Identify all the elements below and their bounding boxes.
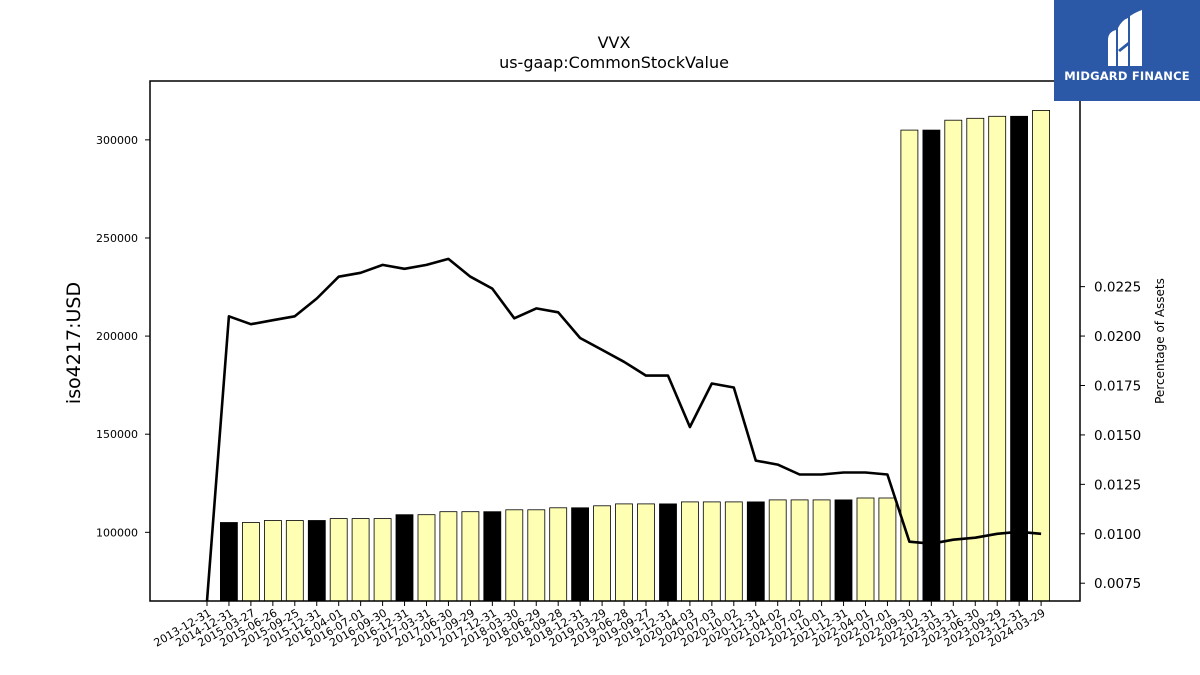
bar-2016-04-01 — [329, 518, 348, 602]
y-tick-label-200000: 200000 — [96, 330, 138, 343]
bar-2020-07-03 — [702, 501, 721, 602]
bar-2021-12-31 — [834, 499, 853, 602]
y2-tick-label-0.0075: 0.0075 — [1094, 576, 1141, 592]
bar-2022-12-31 — [922, 129, 941, 602]
bar-2015-06-26 — [263, 520, 282, 602]
bar-2017-09-29 — [461, 511, 480, 602]
bar-2019-03-29 — [593, 505, 611, 602]
bar-2023-12-31 — [1010, 115, 1028, 602]
percentage-of-assets-line — [205, 257, 1042, 602]
y-tick-label-300000: 300000 — [96, 134, 138, 147]
x-axis: 2013-12-312014-12-312015-03-272015-06-26… — [152, 601, 1048, 650]
bar-2021-10-01 — [812, 499, 831, 602]
bar-2016-12-31 — [395, 514, 414, 602]
line-group — [205, 257, 1042, 602]
bar-2019-09-27 — [637, 503, 655, 602]
y-axis-label: iso4217:USD — [63, 282, 85, 404]
bar-2015-09-25 — [285, 520, 304, 602]
bar-2018-09-28 — [549, 507, 568, 602]
bar-2023-03-31 — [944, 119, 963, 602]
bar-2021-07-02 — [790, 499, 809, 602]
plot-frame — [149, 80, 1081, 602]
y-axis-right: 0.0075 0.0100 0.0125 0.0150 0.0175 0.0200 0.02… — [1080, 280, 1141, 592]
bar-2018-12-31 — [571, 507, 589, 602]
y-tick-label-100000: 100000 — [96, 526, 138, 539]
bar-2023-06-30 — [966, 117, 985, 602]
logo-text: MIDGARD FINANCE — [1064, 69, 1190, 83]
bar-2022-04-01 — [856, 497, 875, 602]
y2-tick-label-0.0175: 0.0175 — [1094, 378, 1141, 394]
bar-2017-12-31 — [483, 511, 502, 602]
bar-2020-12-31 — [746, 501, 765, 602]
y2-tick-label-0.0100: 0.0100 — [1094, 527, 1141, 543]
chart-subtitle: us-gaap:CommonStockValue — [499, 53, 729, 72]
bar-2023-09-29 — [988, 115, 1007, 602]
bar-2015-12-31 — [307, 520, 326, 602]
midgard-logo-icon — [1108, 10, 1142, 66]
bar-2015-03-27 — [241, 522, 260, 602]
chart-title: VVX — [598, 33, 631, 52]
y-tick-label-150000: 150000 — [96, 428, 138, 441]
bar-2022-09-30 — [900, 129, 919, 602]
y2-tick-label-0.0125: 0.0125 — [1094, 477, 1141, 493]
bar-2018-06-29 — [527, 509, 546, 602]
bar-2019-06-28 — [615, 503, 633, 602]
bar-2020-04-03 — [681, 501, 699, 602]
bar-2017-06-30 — [439, 511, 458, 602]
y-tick-label-250000: 250000 — [96, 232, 138, 245]
bar-2019-12-31 — [659, 503, 677, 602]
y2-tick-label-0.0225: 0.0225 — [1094, 280, 1141, 296]
y2-tick-label-0.0150: 0.0150 — [1094, 428, 1141, 444]
bar-2024-03-29 — [1032, 110, 1050, 602]
bar-2016-09-30 — [373, 518, 392, 602]
y2-tick-label-0.0200: 0.0200 — [1094, 329, 1141, 345]
y-axis-left: 100000 150000 200000 250000 300000 — [96, 134, 150, 539]
bar-2016-07-01 — [351, 518, 370, 602]
bar-2020-10-02 — [724, 501, 743, 602]
bar-2018-03-30 — [505, 509, 524, 602]
bar-2017-03-31 — [417, 514, 436, 602]
bar-2021-04-02 — [768, 499, 787, 602]
bar-2022-07-01 — [878, 497, 897, 602]
midgard-finance-logo: MIDGARD FINANCE — [1054, 0, 1200, 101]
bar-group — [219, 110, 1050, 602]
y2-axis-label: Percentage of Assets — [1153, 278, 1167, 404]
bar-2014-12-31 — [219, 522, 238, 602]
